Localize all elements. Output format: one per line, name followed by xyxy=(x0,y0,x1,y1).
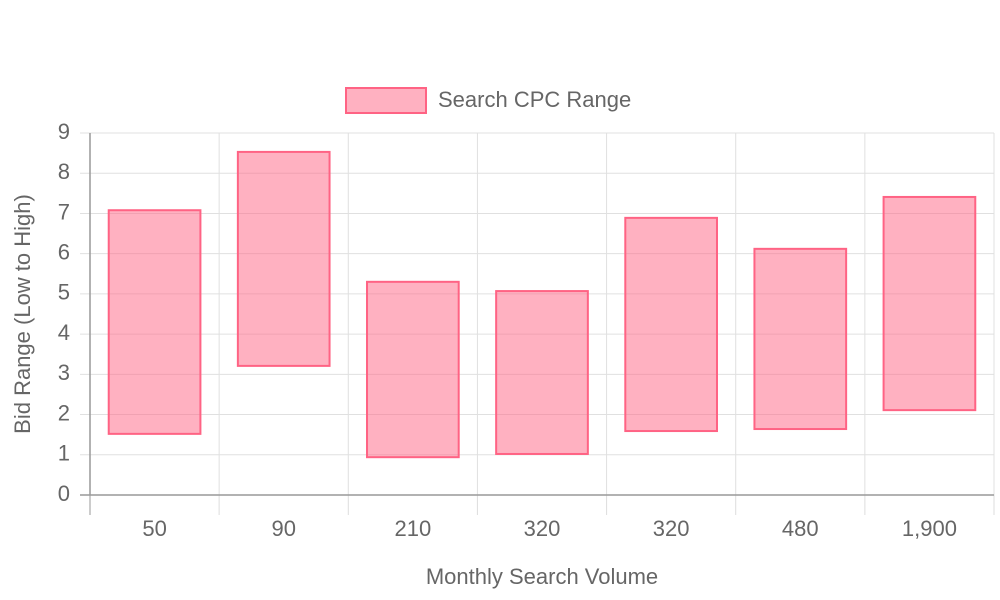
x-tick-label: 210 xyxy=(394,516,431,541)
y-axis-title: Bid Range (Low to High) xyxy=(10,194,35,434)
legend-label: Search CPC Range xyxy=(438,87,631,112)
y-tick-label: 3 xyxy=(58,360,70,385)
range-bar xyxy=(495,290,589,455)
range-bar xyxy=(624,216,718,433)
y-tick-label: 8 xyxy=(58,159,70,184)
x-tick-label: 320 xyxy=(653,516,690,541)
x-tick-label: 50 xyxy=(142,516,166,541)
x-tick-label: 320 xyxy=(524,516,561,541)
y-tick-label: 7 xyxy=(58,199,70,224)
y-tick-label: 0 xyxy=(58,481,70,506)
y-tick-label: 6 xyxy=(58,239,70,264)
range-bar xyxy=(236,150,331,367)
x-tick-label: 90 xyxy=(271,516,295,541)
range-bar xyxy=(882,195,977,412)
y-tick-label: 2 xyxy=(58,400,70,425)
y-tick-label: 1 xyxy=(58,441,70,466)
range-bar xyxy=(366,280,460,459)
x-tick-label: 1,900 xyxy=(902,516,957,541)
x-axis-title: Monthly Search Volume xyxy=(426,564,658,589)
range-bar xyxy=(753,247,848,431)
range-bar xyxy=(107,209,202,435)
y-tick-label: 5 xyxy=(58,280,70,305)
legend-swatch xyxy=(345,87,427,114)
y-tick-label: 4 xyxy=(58,320,70,345)
y-tick-label: 9 xyxy=(58,119,70,144)
x-tick-label: 480 xyxy=(782,516,819,541)
